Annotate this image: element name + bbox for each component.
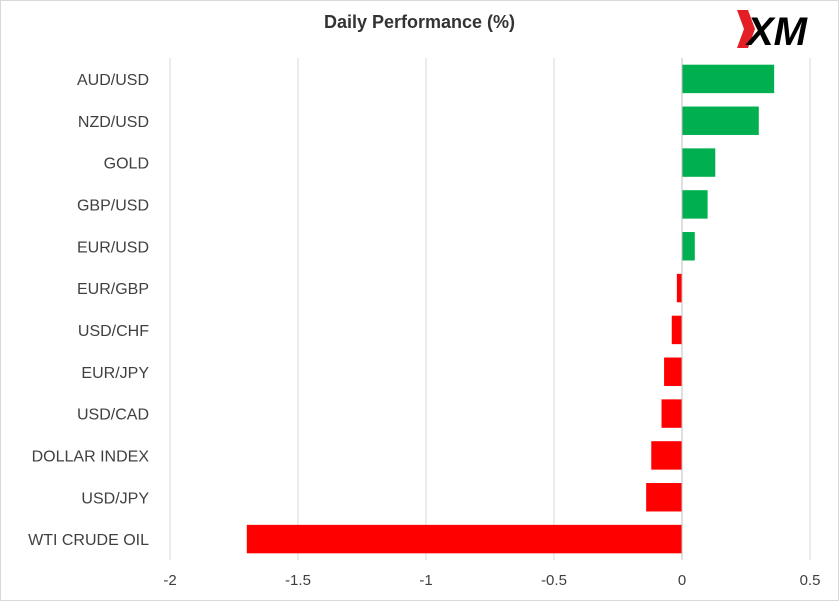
bar-usd-jpy — [646, 483, 682, 512]
xm-logo: XM — [737, 10, 809, 52]
bar-nzd-usd — [682, 106, 759, 135]
category-label: USD/JPY — [81, 490, 149, 507]
category-label: USD/CHF — [78, 323, 149, 340]
bar-aud-usd — [682, 64, 775, 94]
logo-accent-mark — [737, 10, 755, 48]
bar-usd-chf — [671, 315, 682, 345]
x-tick-label: -0.5 — [541, 572, 567, 589]
category-label: GBP/USD — [77, 197, 149, 214]
bar-eur-jpy — [664, 357, 682, 386]
category-label: WTI CRUDE OIL — [28, 532, 149, 549]
bar-eur-gbp — [676, 273, 682, 303]
category-label: USD/CAD — [77, 407, 149, 424]
category-label: AUD/USD — [77, 72, 149, 89]
x-tick-label: -2 — [163, 572, 176, 589]
bars — [246, 64, 775, 554]
category-label: EUR/USD — [77, 239, 149, 256]
category-label: NZD/USD — [78, 114, 149, 131]
category-label: EUR/JPY — [81, 365, 149, 382]
tick-labels: -2 -1.5 -1 -0.5 0 0.5 — [163, 572, 820, 589]
bar-wti-crude-oil — [246, 524, 683, 554]
category-label: GOLD — [104, 156, 149, 173]
chart-title: Daily Performance (%) — [323, 12, 516, 32]
bar-dollar-index — [651, 441, 682, 470]
bar-gbp-usd — [682, 190, 708, 219]
x-tick-label: -1.5 — [285, 572, 311, 589]
gridlines — [169, 58, 811, 560]
bar-eur-usd — [682, 232, 695, 261]
bar-gold — [682, 148, 716, 177]
bar-usd-cad — [661, 399, 682, 428]
category-label: DOLLAR INDEX — [32, 448, 150, 465]
x-tick-label: -1 — [419, 572, 432, 589]
x-tick-label: 0.5 — [800, 572, 821, 589]
category-label: EUR/GBP — [77, 281, 149, 298]
category-labels: AUD/USD NZD/USD GOLD GBP/USD EUR/USD EUR/GBP U… — [28, 72, 149, 549]
logo-text: XM — [745, 10, 809, 52]
x-tick-label: 0 — [678, 572, 686, 589]
